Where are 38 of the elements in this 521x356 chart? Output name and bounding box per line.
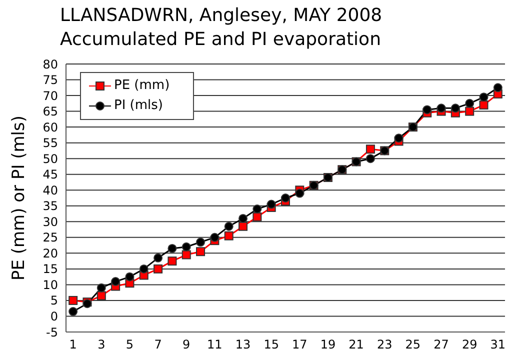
x-tick-label: 19 [320,338,336,352]
legend-label: PI (mls) [114,97,163,115]
y-tick-label: 60 [42,120,58,134]
y-tick-label: 15 [42,262,58,276]
y-tick-label: -5 [46,325,58,340]
y-tick-label: 80 [42,57,58,72]
x-tick-label: 21 [348,338,364,352]
y-tick-label: 25 [42,230,58,245]
y-tick-label: 75 [42,73,58,88]
x-tick-label: 15 [264,338,279,352]
x-tick-label: 11 [207,338,222,352]
y-tick-label: 45 [42,168,58,182]
y-tick-label: 40 [42,183,58,198]
y-tick-label: 5 [50,294,58,308]
x-tick-label: 1 [69,338,77,352]
x-tick-label: 23 [376,338,392,352]
x-tick-label: 3 [98,338,106,352]
x-tick-label: 9 [182,338,190,352]
chart-title: LLANSADWRN, Anglesey, MAY 2008 Accumulated PE and PI evaporation [60,4,382,52]
y-tick-label: 70 [42,88,58,103]
x-tick-label: 7 [154,338,162,352]
y-tick-label: 35 [42,199,58,214]
x-tick-label: 31 [490,338,506,352]
legend-label: PE (mm) [114,77,170,95]
y-tick-label: 0 [50,309,58,324]
x-tick-label: 13 [235,338,251,352]
y-tick-label: 50 [42,152,58,166]
x-tick-label: 17 [292,338,308,352]
x-tick-label: 27 [434,338,449,352]
y-axis-title: PE (mm) or PI (mls) [9,115,30,281]
y-tick-label: 10 [42,278,58,292]
y-tick-label: 65 [42,104,58,119]
y-tick-label: 20 [42,246,58,260]
y-tick-label: 55 [42,136,58,150]
x-tick-label: 29 [462,338,478,352]
y-tick-label: 30 [42,214,58,229]
x-tick-label: 25 [405,338,421,352]
x-tick-label: 5 [126,338,134,352]
